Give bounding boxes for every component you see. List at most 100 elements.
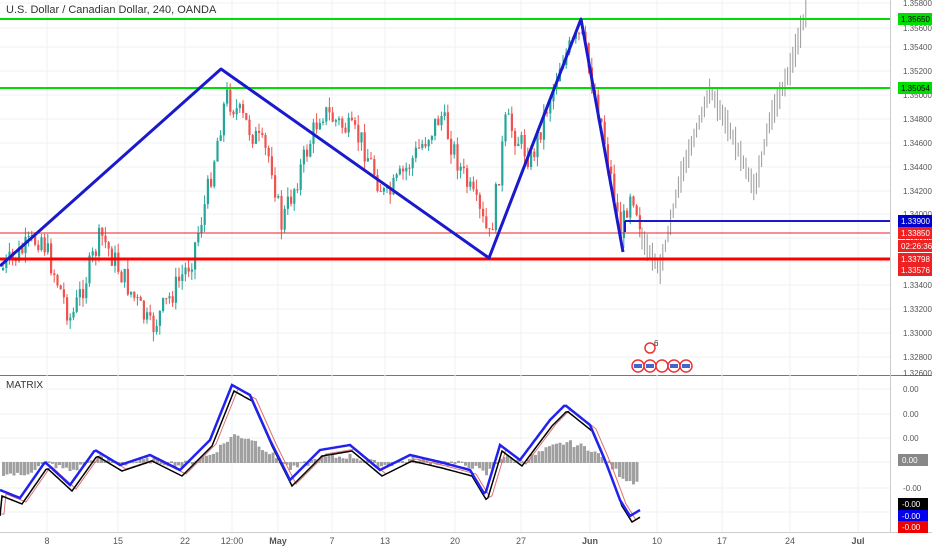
- candle-body: [626, 210, 629, 218]
- price-tag-label: 1.33900: [901, 217, 930, 226]
- candle-body: [469, 181, 472, 187]
- histogram-bar: [145, 457, 149, 463]
- price-axis[interactable]: 1.35800 1.35600 1.35400 1.35200 1.35000 1.348…: [903, 0, 932, 378]
- candle-body: [453, 144, 456, 155]
- candle-body: [203, 204, 206, 225]
- price-tag: [898, 13, 932, 25]
- histogram-bar: [541, 451, 544, 463]
- oscillator-tags: 0.00 -0.00 -0.00 -0.00: [898, 454, 928, 533]
- oscillator-axis-label: 0.00: [903, 410, 919, 419]
- price-tag-label: 1.33850: [901, 229, 930, 238]
- histogram-bar: [618, 462, 621, 478]
- candle-body: [462, 166, 465, 169]
- candle-body: [226, 89, 229, 104]
- candle-body: [187, 267, 190, 272]
- histogram-bar: [142, 459, 145, 463]
- histogram-bar: [436, 462, 439, 465]
- histogram-bar: [233, 434, 236, 463]
- candle-body: [405, 167, 408, 172]
- candle-body: [302, 149, 305, 165]
- histogram-bar: [373, 459, 376, 463]
- histogram-bar: [61, 462, 65, 469]
- histogram-bar: [65, 462, 68, 468]
- histogram-bar: [257, 446, 261, 463]
- histogram-bar: [352, 458, 355, 463]
- zigzag-pattern[interactable]: [0, 17, 625, 268]
- oscillator-tag: [898, 498, 928, 510]
- histogram-bar: [513, 461, 516, 463]
- histogram-bar: [79, 462, 82, 465]
- candle-body: [56, 275, 59, 286]
- histogram-bar: [555, 443, 558, 463]
- histogram-bar: [467, 462, 471, 469]
- candle-body: [91, 251, 94, 256]
- histogram-bar: [9, 462, 12, 474]
- histogram-bar: [89, 460, 93, 463]
- price-tag: [898, 82, 932, 94]
- histogram-bar: [387, 462, 390, 467]
- histogram-bar: [520, 462, 523, 464]
- candle-body: [338, 118, 341, 121]
- histogram-bar: [100, 456, 103, 463]
- price-axis-label: 1.32800: [903, 353, 932, 362]
- candle-body: [277, 196, 280, 198]
- histogram-bar: [285, 462, 289, 465]
- oscillator-tag: [898, 521, 928, 533]
- price-axis-label: 1.34000: [903, 210, 932, 219]
- oscillator-line-blue: [0, 383, 641, 518]
- time-axis-label: May: [269, 536, 287, 546]
- candle-body: [82, 289, 85, 299]
- candle-body: [507, 113, 510, 115]
- matrix-oscillator: [0, 383, 641, 524]
- histogram-bar: [68, 462, 72, 472]
- calendar-flags-icon[interactable]: 6: [631, 339, 693, 373]
- candle-body: [629, 196, 632, 218]
- histogram-bar: [320, 455, 324, 463]
- histogram-bar: [219, 444, 222, 463]
- candle-body: [424, 143, 427, 147]
- histogram-bar: [72, 462, 75, 470]
- candle-body: [78, 289, 81, 298]
- histogram-bar: [296, 462, 299, 468]
- candle-body: [101, 227, 104, 236]
- candle-body: [542, 112, 545, 140]
- histogram-bar: [173, 462, 177, 468]
- histogram-bar: [359, 460, 362, 463]
- candle-body: [418, 147, 421, 149]
- time-axis-label: Jul: [851, 536, 864, 546]
- histogram-bar: [212, 453, 215, 463]
- histogram-bar: [579, 443, 583, 463]
- time-axis[interactable]: 8 15 22 12:00 May 7 13 20 27 Jun 10 17 24 Jul: [44, 536, 864, 546]
- histogram-bar: [485, 462, 488, 476]
- candle-body: [146, 312, 149, 320]
- candle-body: [357, 124, 360, 143]
- oscillator-axis[interactable]: 0.00 0.00 0.00 0.00 -0.00 -0.00: [903, 385, 922, 517]
- histogram-bar: [401, 461, 404, 463]
- candle-body: [235, 108, 238, 115]
- candle-body: [408, 167, 411, 169]
- histogram-bar: [586, 450, 590, 463]
- candle-body: [222, 103, 225, 136]
- candle-body: [2, 268, 5, 270]
- candle-body: [21, 247, 24, 254]
- oscillator-tag-label: -0.00: [902, 500, 921, 509]
- candle-body: [85, 283, 88, 299]
- candle-body: [120, 271, 123, 283]
- histogram-bar: [460, 461, 464, 463]
- candle-body: [478, 194, 481, 209]
- candle-body: [382, 188, 385, 192]
- candle-body: [251, 135, 254, 144]
- histogram-bar: [516, 458, 520, 463]
- candle-body: [46, 243, 49, 253]
- histogram-bar: [51, 462, 54, 464]
- histogram-bar: [243, 438, 247, 463]
- candle-body: [299, 164, 302, 190]
- histogram-bar: [135, 461, 138, 463]
- histogram-bar: [450, 461, 453, 463]
- candle-body: [130, 291, 133, 295]
- candle-body: [18, 247, 21, 262]
- candle-body: [475, 189, 478, 195]
- candle-body: [40, 237, 43, 251]
- histogram-bar: [47, 461, 51, 463]
